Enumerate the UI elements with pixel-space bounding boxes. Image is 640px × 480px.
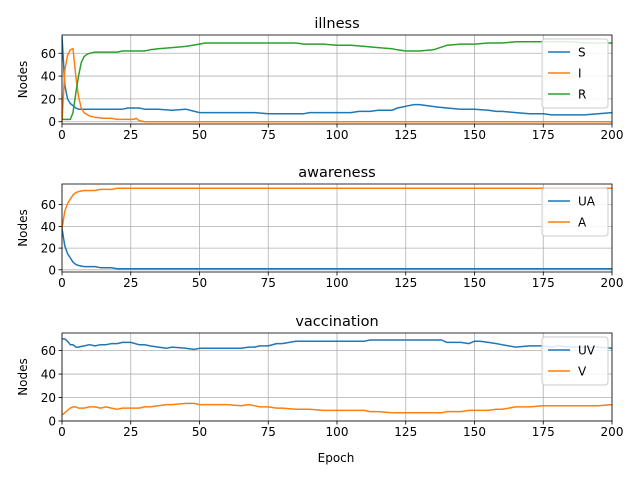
x-tick-label: 125	[394, 276, 417, 290]
y-tick-label: 20	[41, 92, 56, 106]
x-tick-label: 150	[463, 425, 486, 439]
x-tick-label: 175	[532, 276, 555, 290]
y-tick-label: 60	[41, 344, 56, 358]
y-axis-label: Nodes	[16, 358, 30, 396]
chart-title: awareness	[298, 165, 375, 181]
y-tick-label: 20	[41, 242, 56, 256]
subplot-vaccination: 0 25 50 75 100 125 150 175 200 0 20 40 60 vaccination…	[16, 314, 623, 439]
x-tick-label: 0	[58, 425, 66, 439]
y-tick-label: 0	[48, 415, 56, 429]
x-tick-label: 25	[123, 425, 138, 439]
y-axis-label: Nodes	[16, 209, 30, 247]
x-tick-label: 200	[601, 425, 624, 439]
series-line-UA	[62, 228, 612, 270]
legend-label-R: R	[578, 88, 586, 102]
y-axis-label: Nodes	[16, 61, 30, 99]
x-tick-label: 50	[192, 425, 207, 439]
subplot-awareness: 0 25 50 75 100 125 150 175 200 0 20 40 60 awareness No…	[16, 165, 623, 290]
y-tick-label: 20	[41, 391, 56, 405]
x-tick-label: 0	[58, 128, 66, 142]
x-tick-label: 125	[394, 128, 417, 142]
legend-box	[541, 336, 609, 386]
y-tick-label: 0	[48, 115, 56, 129]
y-tick-label: 40	[41, 368, 56, 382]
x-tick-label: 50	[192, 128, 207, 142]
x-tick-label: 75	[261, 276, 276, 290]
series-line-S	[62, 36, 612, 116]
x-tick-label: 25	[123, 128, 138, 142]
x-tick-label: 100	[326, 276, 349, 290]
series-group	[62, 36, 612, 123]
series-line-R	[62, 41, 612, 121]
legend: SIR	[541, 38, 609, 109]
series-line-I	[62, 47, 612, 123]
legend-label-I: I	[578, 67, 582, 81]
chart-title: illness	[314, 16, 359, 32]
x-tick-label: 150	[463, 128, 486, 142]
x-tick-label: 0	[58, 276, 66, 290]
x-tick-label: 75	[261, 425, 276, 439]
legend-label-UV: UV	[578, 344, 596, 358]
figure-xlabel: Epoch	[318, 451, 355, 465]
legend: UV V	[541, 336, 609, 386]
legend-label-S: S	[578, 46, 586, 60]
legend-label-A: A	[578, 216, 587, 230]
x-tick-label: 100	[326, 128, 349, 142]
x-tick-label: 50	[192, 276, 207, 290]
series-line-A	[62, 187, 612, 229]
series-group	[62, 338, 612, 416]
x-tick-label: 150	[463, 276, 486, 290]
x-tick-label: 75	[261, 128, 276, 142]
legend-label-V: V	[578, 365, 587, 379]
y-tick-label: 40	[41, 220, 56, 234]
x-tick-label: 200	[601, 128, 624, 142]
x-tick-label: 25	[123, 276, 138, 290]
x-tick-label: 100	[326, 425, 349, 439]
series-line-V	[62, 402, 612, 416]
legend: UA A	[541, 187, 609, 237]
subplot-illness: 0 25 50 75 100 125 150 175 200 0 20 40 60 illness Node…	[16, 16, 623, 142]
x-tick-label: 175	[532, 128, 555, 142]
x-tick-label: 200	[601, 276, 624, 290]
y-tick-label: 40	[41, 70, 56, 84]
y-tick-label: 60	[41, 198, 56, 212]
legend-label-UA: UA	[578, 195, 596, 209]
series-group	[62, 187, 612, 270]
y-tick-label: 0	[48, 263, 56, 277]
series-line-UV	[62, 338, 612, 351]
chart-title: vaccination	[295, 314, 378, 330]
x-tick-label: 125	[394, 425, 417, 439]
x-tick-label: 175	[532, 425, 555, 439]
legend-box	[541, 187, 609, 237]
y-tick-label: 60	[41, 47, 56, 61]
legend-box	[541, 38, 609, 109]
